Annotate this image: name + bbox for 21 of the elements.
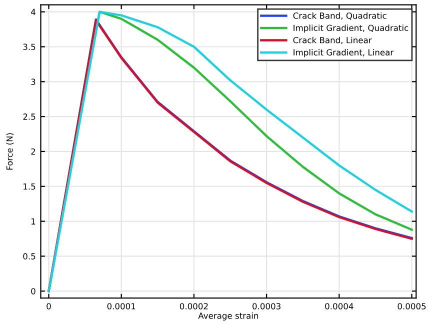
y-tick-label: 0 [31,288,36,294]
legend-label: Implicit Gradient, Quadratic [294,24,408,33]
x-tick-label: 0 [46,303,51,310]
legend-label: Implicit Gradient, Linear [294,49,394,58]
y-tick-label: 3.5 [23,44,36,50]
legend-label: Crack Band, Linear [293,36,372,44]
y-tick-label: 2 [31,148,36,155]
y-tick-label: 1 [32,218,36,224]
y-tick-label: 4 [31,8,36,16]
x-tick-label: 0.0002 [180,303,208,310]
x-tick-label: 0.0005 [398,303,426,310]
legend-label: Crack Band, Quadratic [293,12,386,20]
y-tick-label: 3 [31,78,36,85]
y-tick-label: 2.5 [23,114,36,120]
y-tick-label: 1.5 [24,183,36,190]
y-tick-label: 0.5 [23,253,36,260]
x-tick-label: 0.0003 [252,303,280,310]
x-tick-label: 0.0004 [325,303,354,310]
x-tick-label: 0.0001 [107,303,136,310]
x-axis-title: Average strain [198,312,258,320]
y-axis-title: Force (N) [6,133,14,170]
